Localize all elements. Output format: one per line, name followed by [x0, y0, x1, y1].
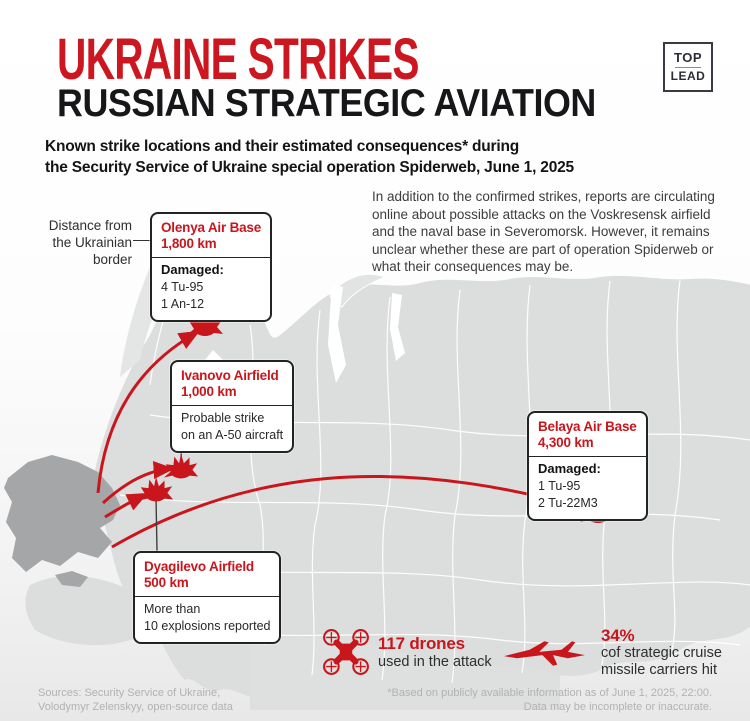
callout-belaya: Belaya Air Base 4,300 km Damaged: 1 Tu-9… — [527, 411, 648, 522]
arrow-ivanovo — [101, 461, 175, 505]
distance-connector-line — [133, 240, 151, 241]
kazakh-land-shape — [250, 637, 560, 710]
callout-dyagilevo: Dyagilevo Airfield 500 km More than 10 e… — [133, 551, 282, 645]
side-note: In addition to the confirmed strikes, re… — [372, 189, 715, 274]
callout-detail: 2 Tu-22M3 — [538, 496, 598, 511]
callout-divider — [172, 405, 293, 407]
plane-icon — [504, 641, 585, 666]
carriers-stat-value: 34% — [601, 626, 635, 645]
callout-distance: 1,000 km — [181, 384, 237, 400]
disclaimer-line1: *Based on publicly available information… — [387, 687, 712, 699]
lede: Known strike locations and their estimat… — [45, 136, 574, 178]
carriers-stat-label: cof strategic cruise missile carriers hi… — [601, 645, 722, 678]
lede-line2: the Security Service of Ukraine special … — [45, 159, 574, 176]
callout-detail: 10 explosions reported — [144, 619, 271, 634]
main-title: UKRAINE STRIKES — [57, 27, 419, 92]
callout-distance: 500 km — [144, 575, 189, 591]
callout-detail: More than — [144, 602, 201, 617]
callout-detail: on an A-50 aircraft — [181, 428, 284, 443]
logo-top-text: TOP — [674, 49, 702, 65]
callout-distance: 4,300 km — [538, 435, 594, 451]
arrow-dyagilevo — [104, 492, 149, 519]
arrow-belaya — [111, 474, 593, 549]
callout-detail: 1 An-12 — [161, 297, 205, 312]
arrow-olenya — [96, 330, 200, 494]
disclaimer-note: *Based on publicly available information… — [387, 686, 712, 714]
callout-divider — [135, 596, 280, 598]
ukraine-shape — [4, 455, 120, 587]
callout-divider — [152, 257, 271, 259]
logo-bottom-text: LEAD — [670, 69, 706, 84]
sources-note: Sources: Security Service of Ukraine, Vo… — [38, 686, 233, 714]
callout-divider — [529, 456, 646, 458]
sources-line2: Volodymyr Zelenskyy, open-source data — [38, 701, 233, 713]
lede-line1: Known strike locations and their estimat… — [45, 138, 520, 155]
strike-arrows — [96, 330, 593, 549]
callout-damage-title: Damaged: — [538, 461, 601, 477]
scandinavia-shape — [120, 267, 178, 377]
top-lead-logo: TOP LEAD — [663, 42, 713, 92]
callout-olenya: Olenya Air Base 1,800 km Damaged: 4 Tu-9… — [150, 212, 273, 323]
drones-stat-label: used in the attack — [378, 654, 492, 670]
main-subtitle: RUSSIAN STRATEGIC AVIATION — [57, 82, 596, 125]
callout-ivanovo: Ivanovo Airfield 1,000 km Probable strik… — [170, 360, 295, 454]
sources-line1: Sources: Security Service of Ukraine, — [38, 687, 221, 699]
logo-divider — [675, 67, 701, 69]
drones-stat-value: 117 drones — [378, 634, 465, 653]
callout-name: Olenya Air Base — [161, 220, 262, 235]
callout-damage-title: Damaged: — [161, 262, 224, 278]
callout-detail: Probable strike — [181, 411, 265, 426]
distance-label: Distance from the Ukrainian border — [48, 218, 132, 267]
disclaimer-line2: Data may be incomplete or inaccurate. — [523, 701, 712, 713]
callout-name: Belaya Air Base — [538, 419, 637, 434]
callout-distance: 1,800 km — [161, 236, 217, 252]
callout-name: Dyagilevo Airfield — [144, 559, 254, 574]
callout-name: Ivanovo Airfield — [181, 368, 279, 383]
callout-detail: 1 Tu-95 — [538, 479, 581, 494]
drone-icon — [323, 629, 369, 675]
callout-detail: 4 Tu-95 — [161, 280, 204, 295]
